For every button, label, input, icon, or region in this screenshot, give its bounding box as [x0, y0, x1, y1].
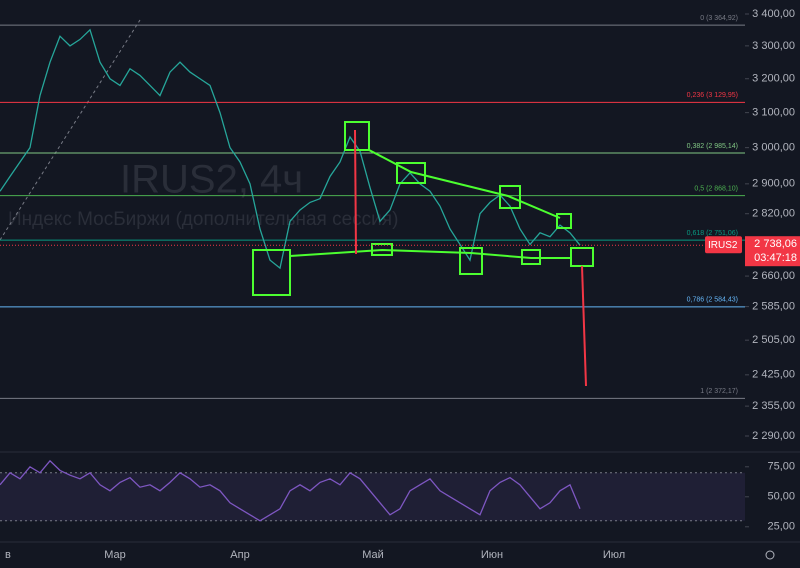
fib-label: 0,786 (2 584,43): [687, 297, 738, 304]
settings-icon[interactable]: [765, 550, 775, 560]
y-tick-label: 2 820,00: [752, 208, 795, 220]
rsi-band: [0, 472, 745, 521]
y-tick-label: 2 900,00: [752, 178, 795, 190]
y-tick-label: 3 200,00: [752, 73, 795, 85]
fib-label: 0 (3 364,92): [700, 15, 738, 22]
x-tick-label: Июн: [481, 549, 503, 561]
x-tick-label: в: [5, 549, 11, 561]
symbol-name: IRUS2: [708, 240, 738, 251]
y-tick-label: 2 290,00: [752, 430, 795, 442]
trend-line: [0, 19, 141, 241]
support-line: [289, 248, 571, 259]
y-tick-label: 3 100,00: [752, 107, 795, 119]
fib-label: 0,382 (2 985,14): [687, 143, 738, 150]
watermark-title: IRUS2, 4ч: [120, 158, 303, 202]
x-tick-label: Май: [362, 549, 384, 561]
y-tick-label: 25,00: [767, 521, 795, 533]
annotations: [252, 121, 594, 296]
series-line: [0, 28, 581, 270]
red-arrow: [581, 265, 587, 387]
y-tick-label: 2 585,00: [752, 301, 795, 313]
red-arrow: [354, 129, 357, 255]
y-tick-label: 75,00: [767, 461, 795, 473]
x-tick-label: Июл: [603, 549, 625, 561]
countdown: 03:47:18: [754, 252, 797, 264]
y-tick-label: 3 000,00: [752, 142, 795, 154]
box: [344, 121, 370, 151]
series-line: [0, 459, 581, 522]
y-tick-label: 50,00: [767, 491, 795, 503]
box: [459, 247, 483, 275]
y-tick-label: 2 660,00: [752, 270, 795, 282]
y-tick-label: 2 425,00: [752, 369, 795, 381]
symbol-tag: [705, 236, 742, 254]
y-tick-label: 2 355,00: [752, 400, 795, 412]
price-tag: [745, 236, 800, 267]
last-price: 2 738,06: [754, 238, 797, 250]
x-tick-label: Мар: [104, 549, 126, 561]
resistance-line: [368, 149, 561, 219]
box: [396, 162, 426, 184]
box: [556, 213, 572, 229]
fib-label: 1 (2 372,17): [700, 388, 738, 395]
y-tick-label: 2 505,00: [752, 334, 795, 346]
watermark-subtitle: Индекс МосБиржи (дополнительная сессия): [8, 209, 398, 230]
y-tick-label: 3 400,00: [752, 8, 795, 20]
x-tick-label: Апр: [230, 549, 249, 561]
fib-label: 0,5 (2 868,10): [694, 185, 738, 192]
fib-label: 0,618 (2 751,06): [687, 230, 738, 237]
box: [499, 185, 521, 209]
box: [252, 249, 291, 296]
y-tick-label: 3 300,00: [752, 40, 795, 52]
fib-label: 0,236 (3 129,95): [687, 92, 738, 99]
